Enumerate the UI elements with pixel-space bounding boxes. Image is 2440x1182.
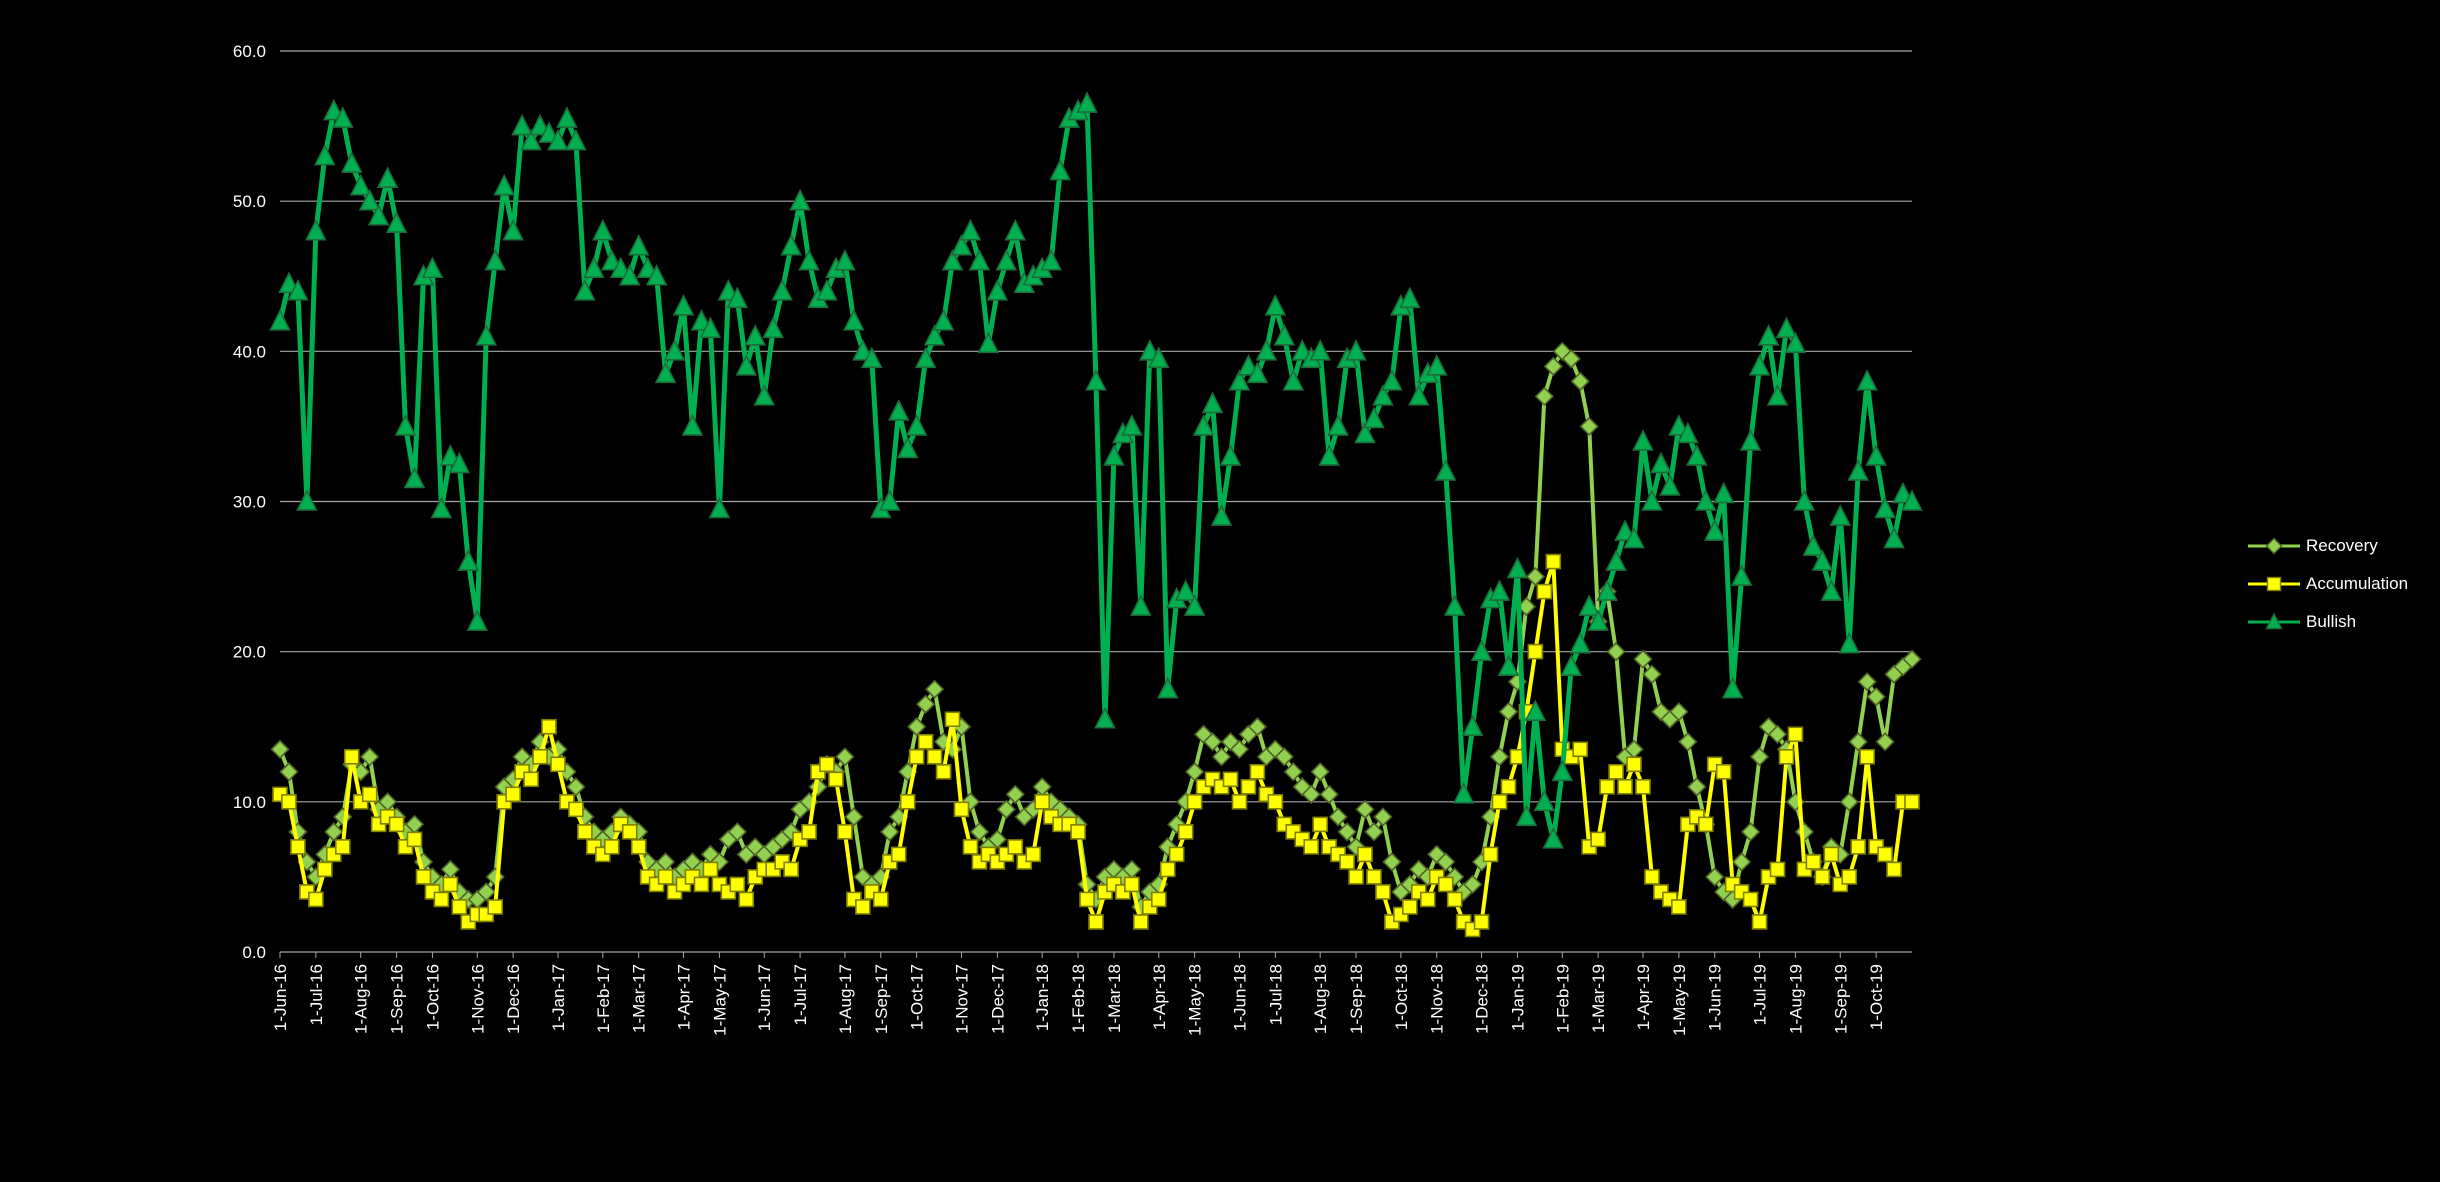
- series-accumulation: [272, 553, 1920, 938]
- x-axis-labels: 1-Jun-16 1-Jul-16 1-Aug-16 1-Sep-16 1-Oct-16…: [271, 952, 1886, 1036]
- x-tick-label: 1-Jul-19: [1751, 964, 1770, 1025]
- x-tick-label: 1-Feb-19: [1553, 964, 1572, 1033]
- x-tick-label: 1-Apr-18: [1150, 964, 1169, 1030]
- x-tick-label: 1-Jul-18: [1266, 964, 1285, 1025]
- x-tick-label: 1-Sep-18: [1347, 964, 1366, 1034]
- x-tick-label: 1-Feb-18: [1069, 964, 1088, 1033]
- legend-item-accumulation: Accumulation: [2248, 572, 2408, 596]
- legend-item-bullish: Bullish: [2248, 610, 2408, 634]
- x-tick-label: 1-Aug-19: [1786, 964, 1805, 1034]
- x-tick-label: 1-Aug-18: [1311, 964, 1330, 1034]
- x-tick-label: 1-Oct-18: [1392, 964, 1411, 1030]
- x-tick-label: 1-Sep-19: [1831, 964, 1850, 1034]
- x-tick-label: 1-Nov-18: [1428, 964, 1447, 1034]
- y-tick-label: 60.0: [233, 42, 266, 61]
- gridlines: [280, 50, 1912, 953]
- legend-label-recovery: Recovery: [2306, 536, 2378, 555]
- y-tick-label: 30.0: [233, 493, 266, 512]
- recovery-marker-icon: [2248, 537, 2300, 555]
- x-tick-label: 1-May-19: [1670, 964, 1689, 1036]
- x-tick-label: 1-Aug-16: [352, 964, 371, 1034]
- x-tick-label: 1-Aug-17: [836, 964, 855, 1034]
- x-tick-label: 1-Jul-17: [791, 964, 810, 1025]
- x-tick-label: 1-May-18: [1186, 964, 1205, 1036]
- x-tick-label: 1-Dec-18: [1473, 964, 1492, 1034]
- x-tick-label: 1-Apr-19: [1634, 964, 1653, 1030]
- y-tick-label: 50.0: [233, 192, 266, 211]
- x-tick-label: 1-Jan-18: [1033, 964, 1052, 1031]
- x-tick-label: 1-Apr-17: [675, 964, 694, 1030]
- y-tick-label: 10.0: [233, 793, 266, 812]
- x-tick-label: 1-Dec-17: [988, 964, 1007, 1034]
- y-axis-labels: 0.0 10.0 20.0 30.0 40.0 50.0 60.0: [233, 42, 266, 962]
- x-tick-label: 1-Jan-17: [549, 964, 568, 1031]
- x-tick-label: 1-Jul-16: [307, 964, 326, 1025]
- x-tick-label: 1-Nov-17: [952, 964, 971, 1034]
- accumulation-marker-icon: [2248, 576, 2300, 592]
- x-tick-label: 1-Mar-18: [1105, 964, 1124, 1033]
- chart-legend: Recovery Accumulation Bullish: [2248, 534, 2408, 634]
- x-tick-label: 1-May-17: [710, 964, 729, 1036]
- x-tick-label: 1-Feb-17: [594, 964, 613, 1033]
- series-bullish: [269, 91, 1923, 849]
- legend-item-recovery: Recovery: [2248, 534, 2408, 558]
- x-tick-label: 1-Jun-16: [271, 964, 290, 1031]
- x-tick-label: 1-Jan-19: [1508, 964, 1527, 1031]
- recovery-diamond-icon: [2265, 537, 2283, 555]
- x-tick-label: 1-Mar-19: [1589, 964, 1608, 1033]
- x-tick-label: 1-Nov-16: [468, 964, 487, 1034]
- x-tick-label: 1-Jun-17: [755, 964, 774, 1031]
- x-tick-label: 1-Oct-17: [908, 964, 927, 1030]
- y-tick-label: 20.0: [233, 643, 266, 662]
- x-tick-label: 1-Dec-16: [504, 964, 523, 1034]
- y-tick-label: 0.0: [242, 943, 266, 962]
- y-tick-label: 40.0: [233, 342, 266, 361]
- x-tick-label: 1-Sep-16: [388, 964, 407, 1034]
- x-tick-label: 1-Oct-16: [423, 964, 442, 1030]
- legend-label-bullish: Bullish: [2306, 612, 2357, 631]
- x-tick-label: 1-Jun-18: [1230, 964, 1249, 1031]
- accumulation-square-icon: [2266, 576, 2282, 592]
- x-tick-label: 1-Oct-19: [1867, 964, 1886, 1030]
- x-tick-label: 1-Sep-17: [872, 964, 891, 1034]
- bullish-triangle-icon: [2265, 612, 2283, 630]
- x-tick-label: 1-Mar-17: [630, 964, 649, 1033]
- x-tick-label: 1-Jun-19: [1706, 964, 1725, 1031]
- legend-label-accumulation: Accumulation: [2306, 574, 2409, 593]
- bullish-marker-icon: [2248, 612, 2300, 630]
